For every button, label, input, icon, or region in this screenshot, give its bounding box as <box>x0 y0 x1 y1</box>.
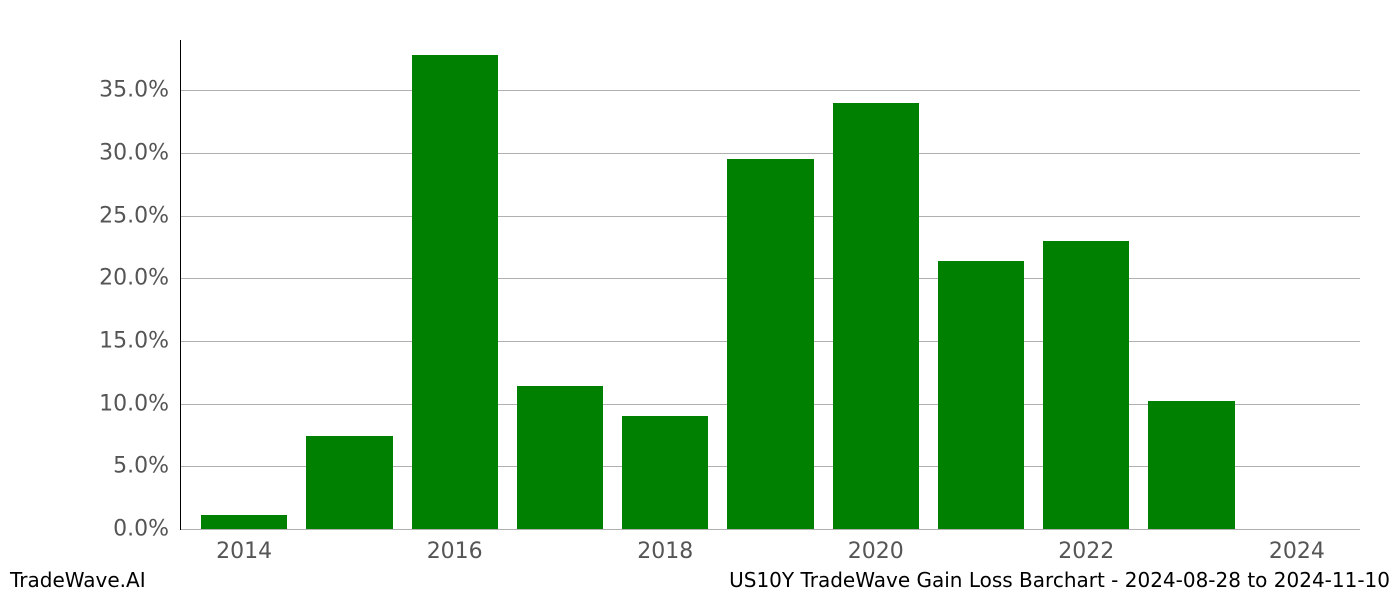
y-tick-label: 0.0% <box>113 517 169 542</box>
bar-2015 <box>306 436 392 529</box>
gridline <box>181 529 1360 530</box>
y-tick-label: 25.0% <box>99 203 169 228</box>
bar-2021 <box>938 261 1024 529</box>
y-tick-label: 5.0% <box>113 454 169 479</box>
x-tick-label: 2018 <box>637 539 693 564</box>
bar-chart: 0.0%5.0%10.0%15.0%20.0%25.0%30.0%35.0%20… <box>180 40 1360 530</box>
bar-2017 <box>517 386 603 529</box>
bar-2018 <box>622 416 708 529</box>
bar-2019 <box>727 159 813 529</box>
y-tick-label: 30.0% <box>99 140 169 165</box>
x-tick-label: 2014 <box>216 539 272 564</box>
x-tick-label: 2016 <box>427 539 483 564</box>
bar-2016 <box>412 55 498 529</box>
bar-2014 <box>201 515 287 529</box>
y-tick-label: 35.0% <box>99 78 169 103</box>
x-tick-label: 2022 <box>1058 539 1114 564</box>
y-tick-label: 10.0% <box>99 391 169 416</box>
plot-area: 0.0%5.0%10.0%15.0%20.0%25.0%30.0%35.0%20… <box>180 40 1360 530</box>
bar-2022 <box>1043 241 1129 529</box>
y-tick-label: 15.0% <box>99 328 169 353</box>
x-tick-label: 2020 <box>848 539 904 564</box>
x-tick-label: 2024 <box>1269 539 1325 564</box>
y-tick-label: 20.0% <box>99 266 169 291</box>
bar-2023 <box>1148 401 1234 529</box>
bar-2020 <box>833 103 919 529</box>
gridline <box>181 153 1360 154</box>
gridline <box>181 90 1360 91</box>
footer-left-text: TradeWave.AI <box>10 568 146 592</box>
footer-right-text: US10Y TradeWave Gain Loss Barchart - 202… <box>729 568 1390 592</box>
